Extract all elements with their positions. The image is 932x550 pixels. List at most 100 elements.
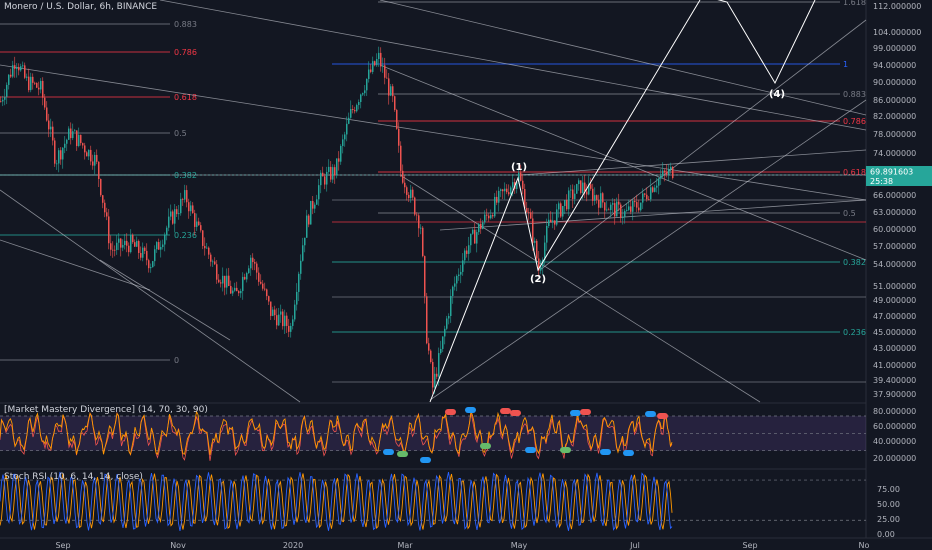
indicator2-title[interactable]: Stoch RSI (10, 6, 14, 14, close) bbox=[4, 472, 143, 482]
candle-body bbox=[178, 213, 180, 215]
candle-body bbox=[436, 373, 438, 377]
candle-body bbox=[476, 232, 478, 244]
candle-body bbox=[370, 69, 372, 72]
candle-body bbox=[570, 189, 572, 191]
candle-body bbox=[202, 230, 204, 246]
candle-body bbox=[88, 149, 90, 157]
time-tick-label: No bbox=[859, 541, 870, 550]
candle-body bbox=[6, 84, 8, 97]
candle-body bbox=[532, 218, 534, 243]
candle-body bbox=[28, 76, 30, 91]
candle-body bbox=[170, 211, 172, 217]
trendline bbox=[519, 149, 867, 176]
candle-body bbox=[320, 172, 322, 186]
symbol-title[interactable]: Monero / U.S. Dollar, 6h, BINANCE bbox=[4, 2, 158, 12]
candle-body bbox=[10, 74, 12, 77]
candle-body bbox=[26, 76, 28, 78]
indicator1-tick-label: 40.000000 bbox=[873, 437, 916, 446]
candle-body bbox=[490, 215, 492, 219]
time-axis[interactable]: Sep Nov 2020 Mar May Jul Sep No bbox=[55, 541, 869, 550]
candle-body bbox=[474, 229, 476, 244]
candle-body bbox=[144, 247, 146, 251]
trendline bbox=[379, 0, 867, 116]
candle-body bbox=[294, 304, 296, 320]
candle-body bbox=[54, 140, 56, 164]
candle-body bbox=[152, 261, 154, 268]
divergence-marker bbox=[657, 413, 668, 419]
candle-body bbox=[404, 182, 406, 188]
candle-body bbox=[452, 286, 454, 296]
candle-body bbox=[338, 158, 340, 162]
candle-body bbox=[102, 195, 104, 203]
candle-body bbox=[20, 66, 22, 71]
candle-body bbox=[212, 261, 214, 263]
candle-body bbox=[640, 202, 642, 211]
candle-body bbox=[184, 190, 186, 200]
price-tick-label: 104.000000 bbox=[873, 28, 921, 37]
candle-body bbox=[326, 171, 328, 185]
candle-body bbox=[292, 319, 294, 326]
candle-body bbox=[632, 201, 634, 212]
candle-body bbox=[646, 194, 648, 200]
candle-body bbox=[672, 166, 674, 178]
indicator1-title[interactable]: [Market Mastery Divergence] (14, 70, 30,… bbox=[4, 405, 208, 415]
candle-body bbox=[358, 101, 360, 106]
fib-right-label: 0.5 bbox=[843, 209, 856, 218]
candle-body bbox=[478, 223, 480, 233]
candle-body bbox=[44, 97, 46, 108]
candle-body bbox=[596, 195, 598, 200]
indicator2-tick-label: 25.00 bbox=[877, 515, 900, 524]
candle-body bbox=[308, 215, 310, 225]
candle-body bbox=[110, 243, 112, 250]
candle-body bbox=[620, 204, 622, 219]
candle-body bbox=[340, 145, 342, 162]
trendline bbox=[99, 259, 231, 341]
fib-left-label: 0.5 bbox=[174, 129, 187, 138]
candle-body bbox=[378, 52, 380, 60]
candle-body bbox=[48, 120, 50, 130]
candle-body bbox=[290, 325, 292, 332]
price-tick-label: 112.000000 bbox=[873, 2, 921, 11]
candle-body bbox=[120, 238, 122, 248]
candle-body bbox=[434, 373, 436, 388]
candle-body bbox=[600, 193, 602, 208]
candle-body bbox=[314, 204, 316, 209]
candle-body bbox=[634, 201, 636, 203]
candle-body bbox=[142, 247, 144, 258]
candle-body bbox=[428, 343, 430, 351]
candle-body bbox=[50, 126, 52, 130]
candle-body bbox=[540, 266, 542, 271]
candle-body bbox=[454, 283, 456, 287]
price-axis[interactable]: 112.000000 104.000000 99.000000 94.000000 90… bbox=[866, 2, 932, 539]
candle-body bbox=[388, 78, 390, 96]
candle-body bbox=[626, 209, 628, 211]
time-tick-label: Sep bbox=[742, 541, 757, 550]
candle-body bbox=[604, 202, 606, 211]
candle-body bbox=[52, 126, 54, 141]
candle-body bbox=[424, 256, 426, 297]
divergence-marker bbox=[500, 408, 511, 414]
candle-body bbox=[270, 301, 272, 316]
candle-body bbox=[464, 250, 466, 261]
indicator-pane-divergence bbox=[0, 407, 866, 463]
candle-body bbox=[242, 276, 244, 291]
candle-body bbox=[330, 166, 332, 180]
candle-body bbox=[482, 222, 484, 229]
candle-body bbox=[350, 108, 352, 118]
candle-body bbox=[8, 74, 10, 85]
fib-right-label: 0.786 bbox=[843, 117, 866, 126]
candle-body bbox=[100, 179, 102, 196]
candle-body bbox=[64, 143, 66, 148]
candle-body bbox=[486, 214, 488, 216]
wave-projection bbox=[717, 0, 816, 85]
candle-body bbox=[566, 200, 568, 210]
price-tick-label: 57.000000 bbox=[873, 242, 916, 251]
candle-body bbox=[90, 149, 92, 162]
candle-body bbox=[278, 314, 280, 326]
candle-body bbox=[584, 182, 586, 192]
candle-body bbox=[458, 274, 460, 276]
candle-body bbox=[138, 241, 140, 253]
price-tick-label: 63.000000 bbox=[873, 208, 916, 217]
candle-body bbox=[70, 128, 72, 139]
